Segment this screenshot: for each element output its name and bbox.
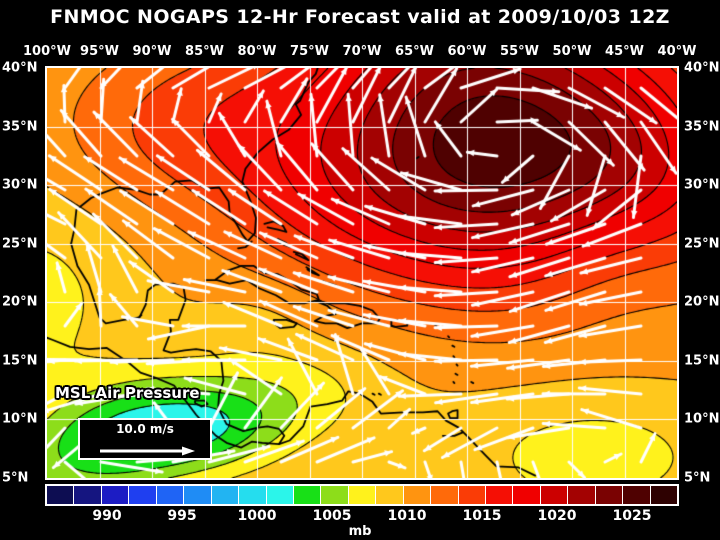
colorbar-swatch-2 [101, 486, 130, 504]
right-arrow-icon [100, 446, 195, 456]
colorbar-swatch-3 [129, 486, 157, 504]
longitude-tick--90: 90°W [132, 44, 172, 59]
latitude-tick-right-40: 40°N [684, 60, 720, 76]
colorbar-swatch-6 [211, 486, 240, 504]
colorbar-swatch-13 [403, 486, 432, 504]
wind-scale-label: 10.0 m/s [116, 422, 174, 436]
longitude-tick--80: 80°W [237, 44, 277, 59]
colorbar-tick-1015: 1015 [462, 508, 502, 524]
colorbar-swatch-1 [74, 486, 102, 504]
latitude-tick-left-15: 15°N [2, 353, 38, 369]
latitude-tick-left-40: 40°N [2, 60, 38, 76]
latitude-tick-left-25: 25°N [2, 236, 38, 252]
colorbar-swatch-12 [376, 486, 404, 504]
colorbar-swatch-7 [239, 486, 267, 504]
colorbar-swatch-21 [623, 486, 651, 504]
colorbar-tick-1025: 1025 [612, 508, 652, 524]
colorbar-swatch-9 [293, 486, 322, 504]
colorbar-swatch-10 [321, 486, 349, 504]
colorbar-tick-995: 995 [167, 508, 197, 524]
latitude-tick-left-20: 20°N [2, 294, 38, 310]
longitude-tick--85: 85°W [185, 44, 224, 59]
colorbar-swatch-15 [458, 486, 486, 504]
latitude-tick-right-30: 30°N [684, 177, 720, 193]
latitude-tick-left-10: 10°N [2, 411, 38, 427]
wind-scale-legend: 10.0 m/s [78, 418, 212, 460]
pressure-colorbar[interactable] [45, 484, 679, 506]
colorbar-tick-1010: 1010 [387, 508, 427, 524]
colorbar-swatch-19 [568, 486, 596, 504]
latitude-tick-right-20: 20°N [684, 294, 720, 310]
latitude-tick-right-25: 25°N [684, 236, 720, 252]
longitude-tick--45: 45°W [605, 44, 644, 59]
colorbar-swatch-5 [184, 486, 212, 504]
colorbar-swatch-14 [431, 486, 459, 504]
page-title: FNMOC NOGAPS 12-Hr Forecast valid at 200… [50, 6, 670, 28]
latitude-tick-left-35: 35°N [2, 119, 38, 135]
latitude-tick-left-30: 30°N [2, 177, 38, 193]
msl-pressure-label: MSL Air Pressure [55, 384, 200, 402]
longitude-tick--70: 70°W [342, 44, 382, 59]
pressure-field-plot [47, 68, 677, 478]
colorbar-swatch-0 [47, 486, 75, 504]
latitude-tick-right-10: 10°N [684, 411, 720, 427]
colorbar-tick-1020: 1020 [537, 508, 577, 524]
colorbar-tick-1005: 1005 [312, 508, 352, 524]
latitude-tick-left-5: 5°N [2, 470, 29, 486]
longitude-tick--50: 50°W [552, 44, 592, 59]
latitude-tick-right-5: 5°N [684, 470, 711, 486]
longitude-tick--65: 65°W [395, 44, 434, 59]
colorbar-swatch-18 [540, 486, 569, 504]
longitude-tick--40: 40°W [657, 44, 697, 59]
longitude-tick--95: 95°W [80, 44, 119, 59]
colorbar-swatch-4 [156, 486, 185, 504]
longitude-tick--75: 75°W [290, 44, 329, 59]
longitude-tick--60: 60°W [447, 44, 487, 59]
colorbar-units-label: mb [348, 524, 372, 539]
colorbar-tick-990: 990 [92, 508, 122, 524]
map-panel[interactable] [45, 66, 679, 480]
latitude-tick-right-15: 15°N [684, 353, 720, 369]
colorbar-swatch-8 [266, 486, 294, 504]
colorbar-swatch-16 [486, 486, 514, 504]
longitude-tick--55: 55°W [500, 44, 539, 59]
colorbar-swatch-11 [348, 486, 377, 504]
latitude-tick-right-35: 35°N [684, 119, 720, 135]
colorbar-swatch-17 [513, 486, 541, 504]
longitude-tick--100: 100°W [23, 44, 71, 59]
colorbar-swatch-22 [650, 486, 678, 504]
colorbar-swatch-20 [595, 486, 624, 504]
colorbar-tick-1000: 1000 [237, 508, 277, 524]
